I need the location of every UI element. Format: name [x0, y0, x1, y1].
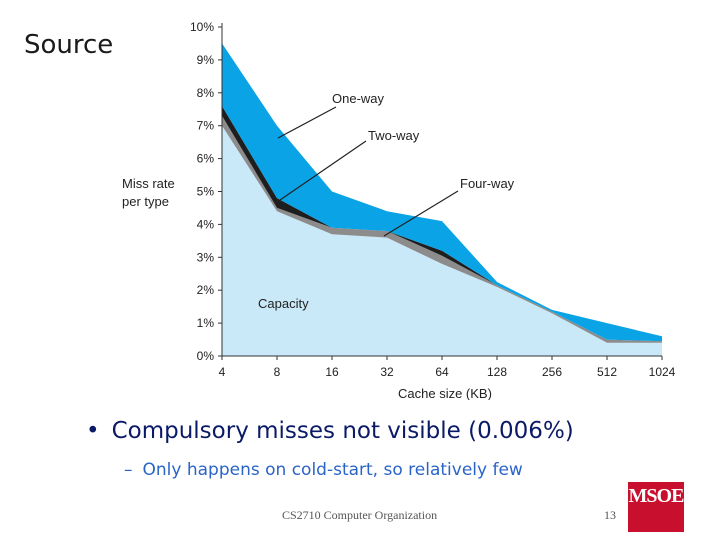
area-capacity: [222, 125, 662, 356]
x-tick-label: 4: [219, 365, 226, 379]
bullet-text: Compulsory misses not visible (0.006%): [111, 418, 574, 444]
area-one-way: [222, 43, 662, 342]
chart-areas: [222, 43, 662, 356]
annotation-one-way-pointer: [277, 106, 337, 139]
x-axis-label: Cache size (KB): [398, 386, 492, 400]
y-tick-label: 7%: [197, 119, 215, 133]
chart: 0% 1% 2% 3% 4% 5% 6% 7% 8% 9% 10% 4 8 16 32 64 128 256 51…: [122, 20, 676, 400]
footer-text: CS2710 Computer Organization: [282, 508, 438, 522]
y-tick-label: 2%: [197, 283, 215, 297]
annotation-two-way-pointer: [279, 140, 367, 201]
y-axis-label-line2: per type: [122, 194, 169, 209]
y-tick-label: 5%: [197, 185, 215, 199]
x-tick-label: 8: [274, 365, 281, 379]
x-tick-label: 16: [325, 365, 339, 379]
slide-heading: Source: [24, 30, 114, 60]
sub-bullet-point: – Only happens on cold-start, so relative…: [124, 460, 523, 480]
annotation-one-way: One-way: [332, 91, 385, 106]
x-tick-label: 64: [435, 365, 449, 379]
sub-bullet-dash: –: [124, 460, 133, 480]
annotation-two-way: Two-way: [368, 128, 420, 143]
y-tick-label: 9%: [197, 53, 215, 67]
y-tick-label: 0%: [197, 349, 215, 363]
y-tick-label: 8%: [197, 86, 215, 100]
annotation-four-way-pointer: [383, 190, 459, 237]
x-tick-label: 512: [597, 365, 617, 379]
x-tick-label: 256: [542, 365, 562, 379]
x-tick-label: 1024: [649, 365, 676, 379]
bullet-point: • Compulsory misses not visible (0.006%): [86, 418, 574, 444]
logo-text: MSOE: [628, 485, 685, 507]
x-ticks: 4 8 16 32 64 128 256 512 1024: [219, 356, 676, 379]
annotation-capacity: Capacity: [258, 296, 309, 311]
bullet-dot: •: [86, 418, 100, 444]
y-tick-label: 6%: [197, 152, 215, 166]
chart-annotations: One-way Two-way Four-way Capacity: [258, 91, 515, 311]
sub-bullet-text: Only happens on cold-start, so relativel…: [142, 460, 523, 480]
page-number: 13: [604, 508, 616, 522]
y-axis-label-line1: Miss rate: [122, 176, 175, 191]
y-tick-label: 1%: [197, 316, 215, 330]
y-ticks: 0% 1% 2% 3% 4% 5% 6% 7% 8% 9% 10%: [190, 20, 222, 363]
y-tick-label: 4%: [197, 217, 215, 231]
y-tick-label: 3%: [197, 250, 215, 264]
annotation-four-way: Four-way: [460, 176, 515, 191]
x-tick-label: 128: [487, 365, 507, 379]
y-tick-label: 10%: [190, 20, 214, 34]
msoe-logo: MSOE: [628, 482, 684, 532]
x-tick-label: 32: [380, 365, 394, 379]
